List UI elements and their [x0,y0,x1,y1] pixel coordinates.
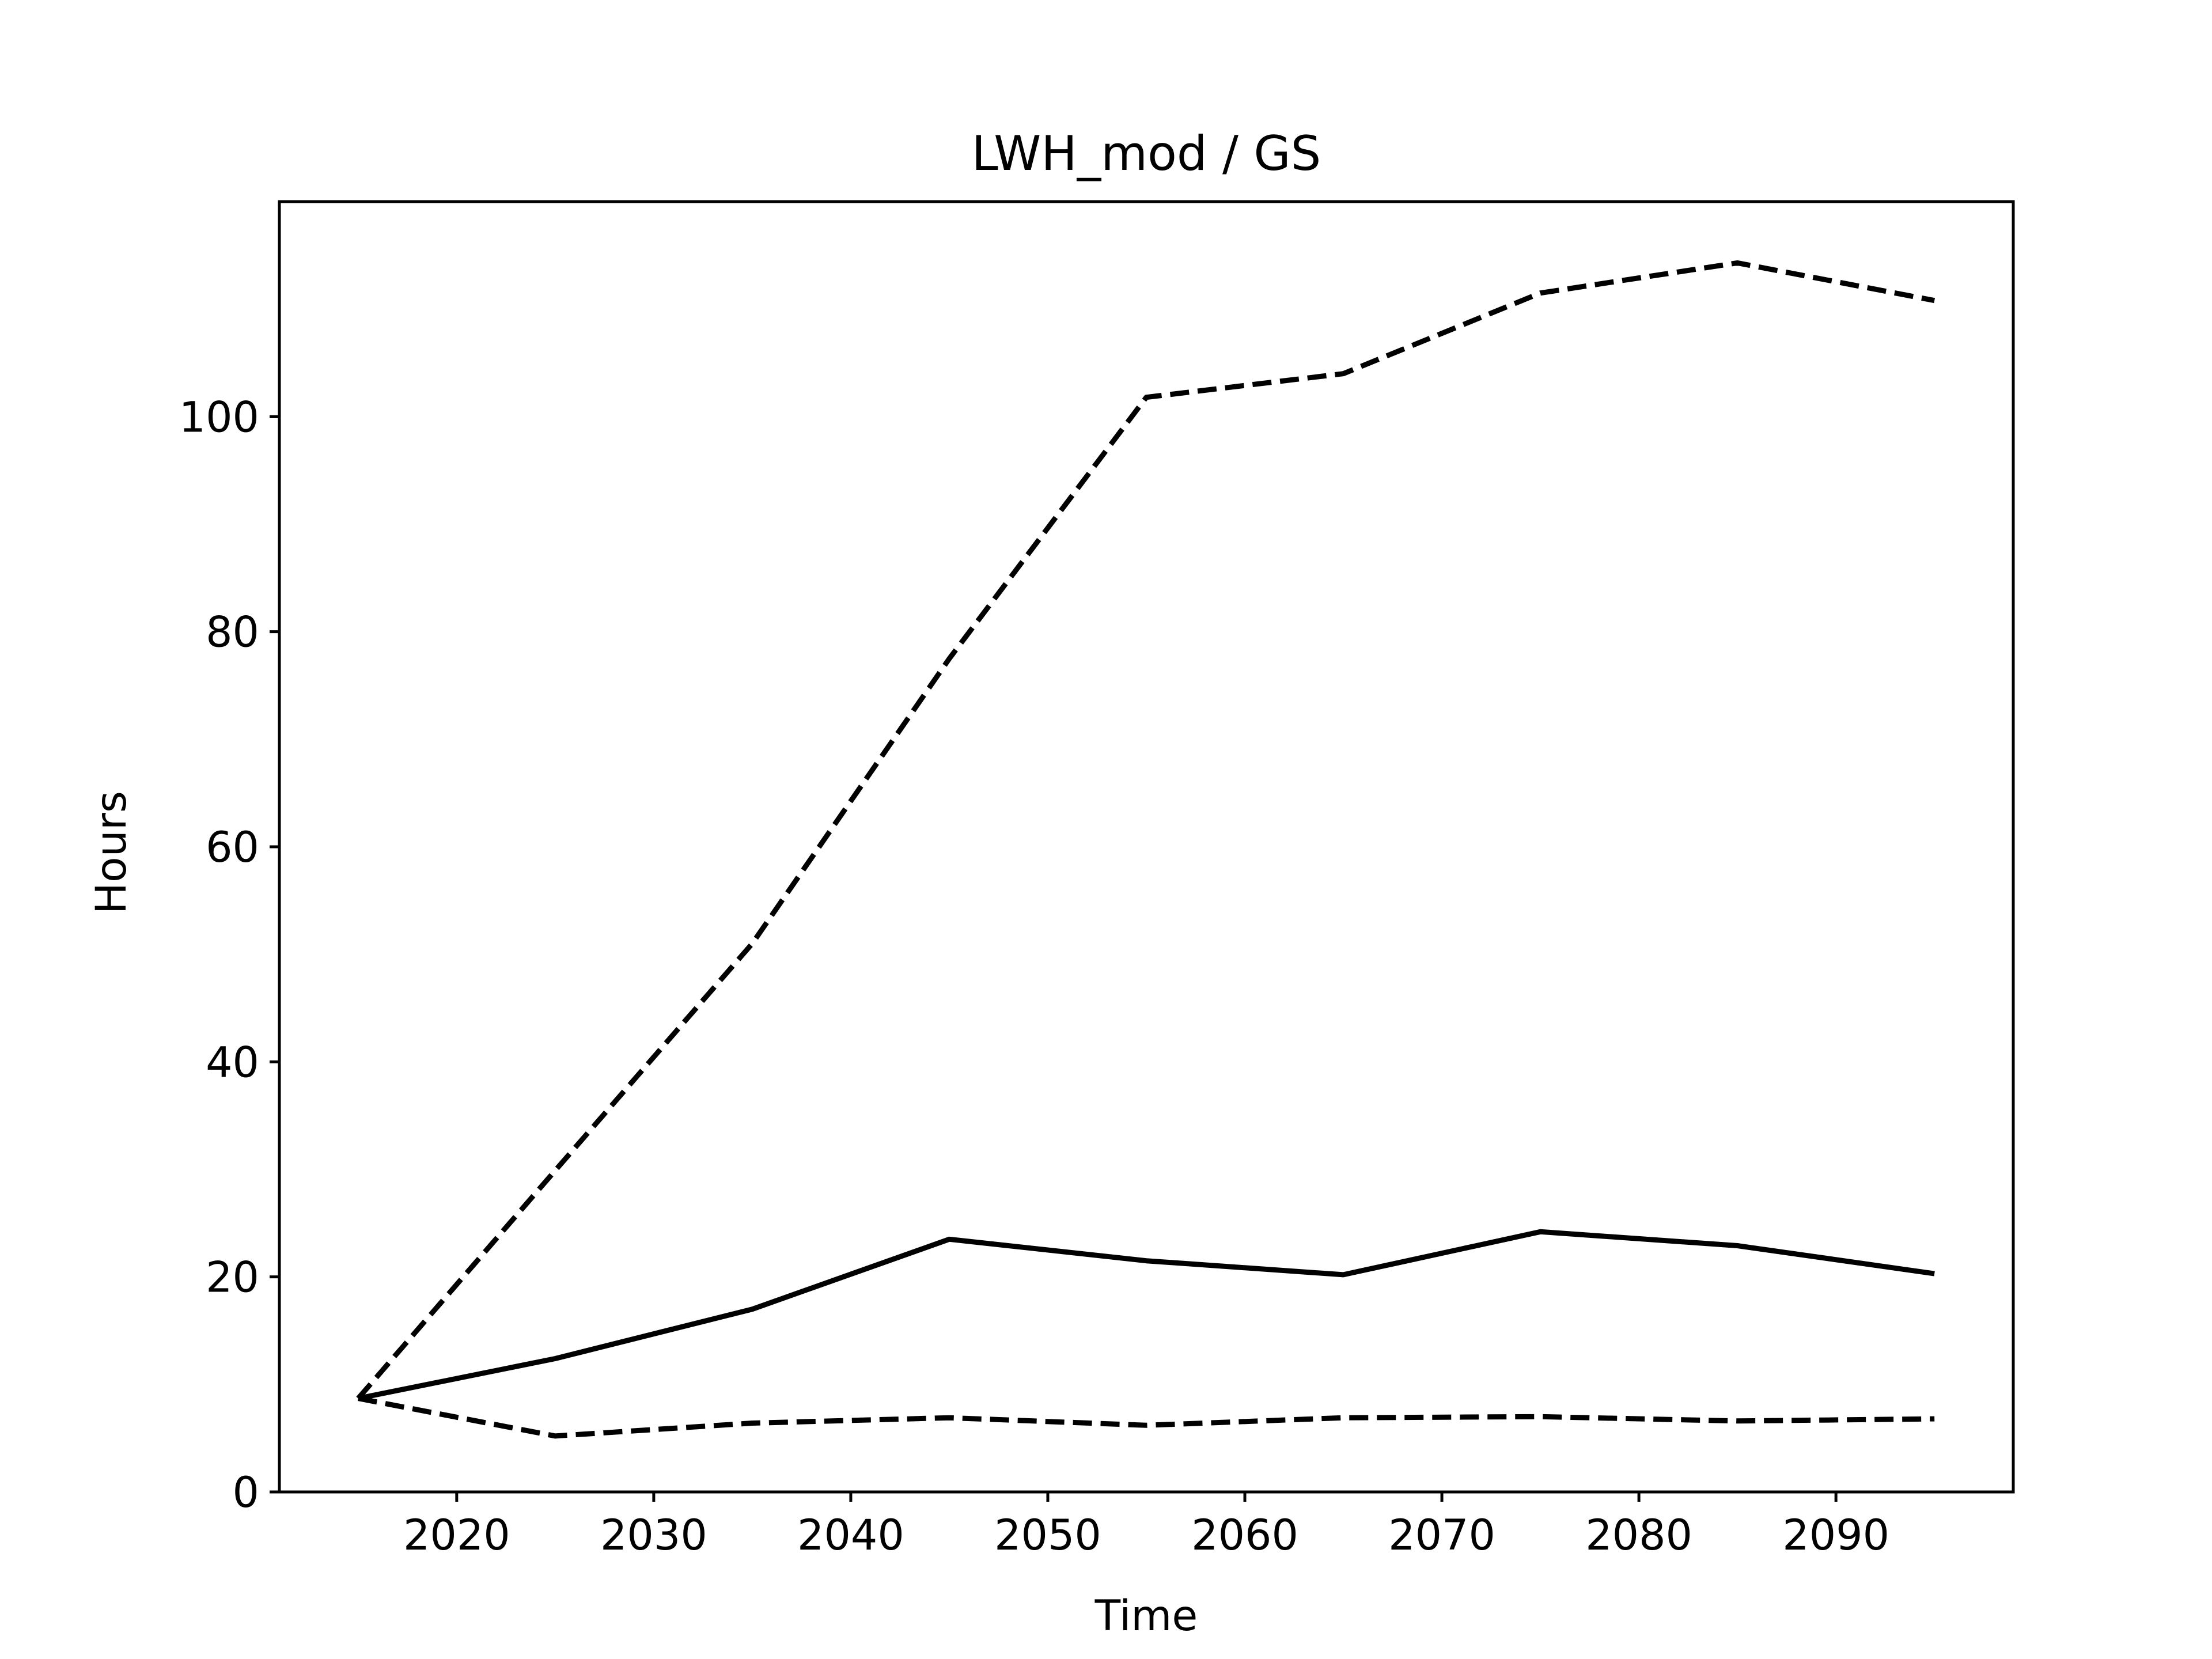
y-axis: 0 20 40 60 80 100 [179,393,279,1517]
series-line-2 [356,260,1936,1400]
y-axis-label: Hours [87,791,136,914]
x-tick-label: 2040 [797,1511,904,1560]
series-line-1 [357,1229,1935,1402]
x-tick-label: 2050 [994,1511,1101,1560]
y-tick-label: 100 [179,393,259,442]
y-tick-label: 80 [206,608,259,657]
x-tick-label: 2090 [1782,1511,1889,1560]
x-tick-label: 2070 [1388,1511,1495,1560]
chart-title: LWH_mod / GS [972,126,1321,181]
x-tick-label: 2030 [600,1511,707,1560]
y-tick-label: 0 [233,1468,259,1517]
series-line-3 [357,1396,1935,1439]
plot-area [278,200,2015,1494]
x-axis-label: Time [1094,1592,1198,1641]
x-tick-label: 2060 [1191,1511,1298,1560]
y-tick-label: 60 [206,823,259,872]
x-tick-label: 2080 [1585,1511,1692,1560]
x-tick-label: 2020 [403,1511,510,1560]
y-tick-label: 40 [206,1038,259,1087]
y-tick-label: 20 [206,1253,259,1302]
x-axis: 2020 2030 2040 2050 2060 2070 2080 2090 [403,1492,1889,1560]
